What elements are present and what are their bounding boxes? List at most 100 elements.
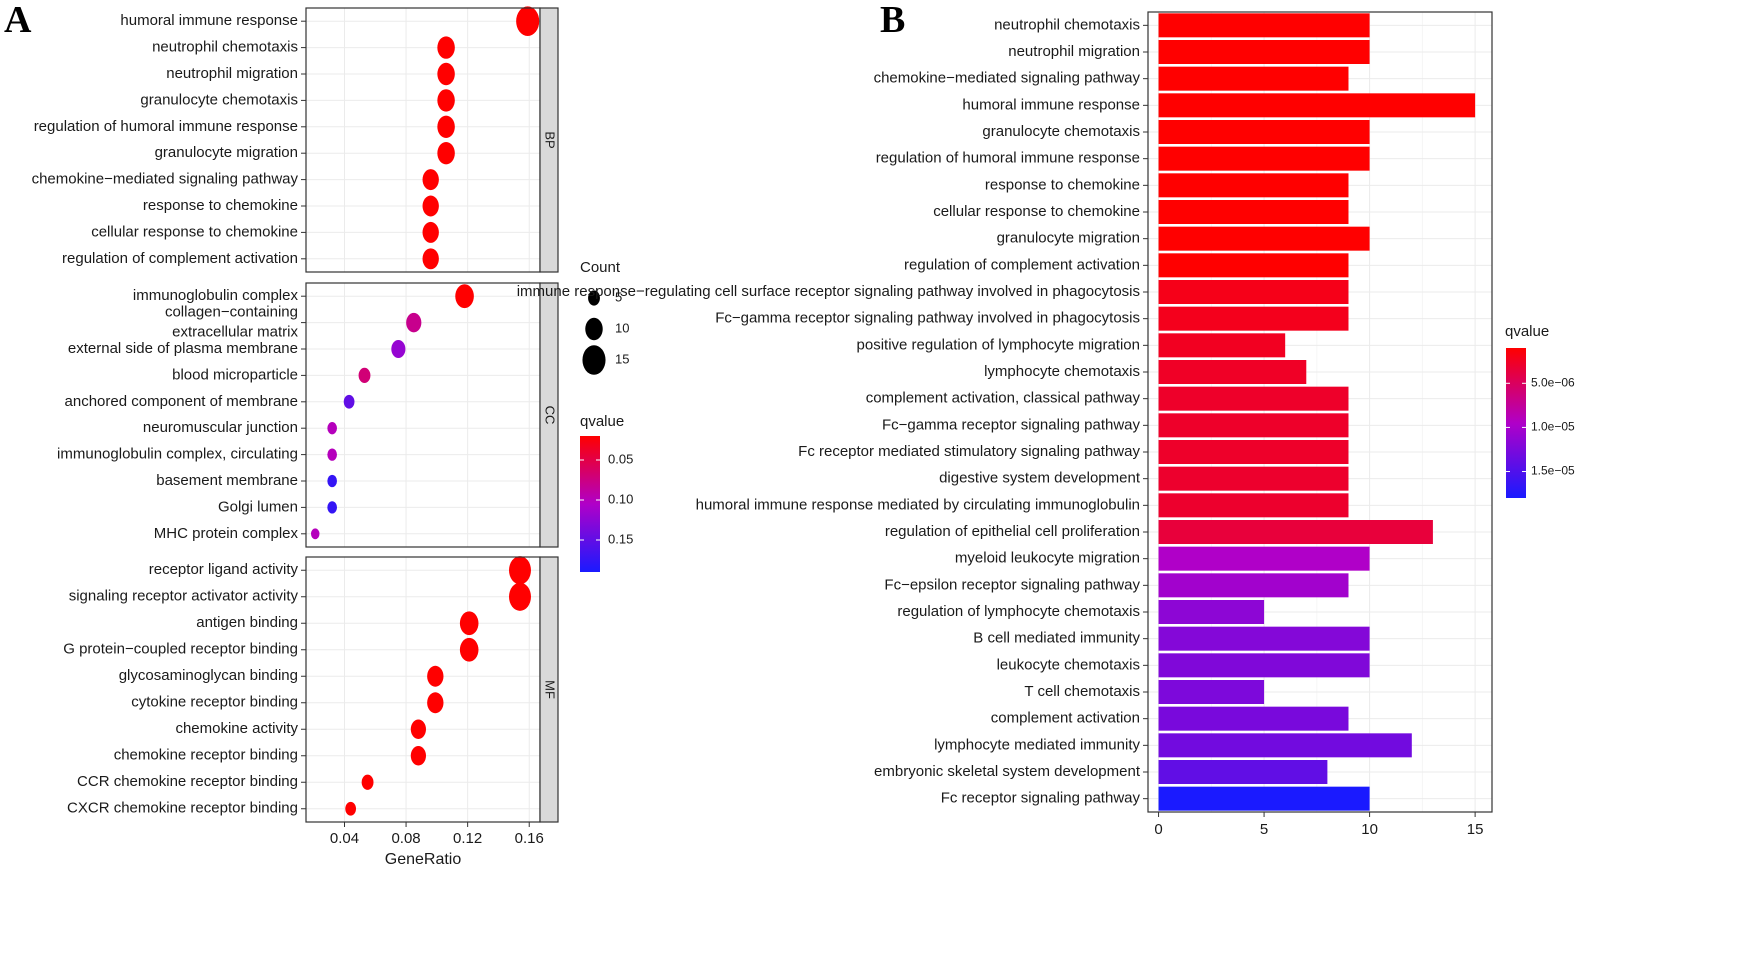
data-point bbox=[343, 394, 355, 409]
category-label: granulocyte migration bbox=[997, 230, 1140, 247]
facet-strip-label: MF bbox=[543, 680, 558, 699]
term-label: cellular response to chemokine bbox=[91, 223, 298, 240]
color-legend-label: 0.10 bbox=[608, 491, 633, 506]
facet-panel-bg bbox=[306, 283, 540, 547]
term-label: chemokine receptor binding bbox=[114, 747, 298, 764]
facet-strip-label: BP bbox=[543, 131, 558, 148]
data-point bbox=[422, 221, 439, 243]
category-label: humoral immune response mediated by circ… bbox=[696, 496, 1140, 513]
category-label: regulation of epithelial cell proliferat… bbox=[885, 523, 1140, 540]
category-label: leukocyte chemotaxis bbox=[997, 656, 1140, 673]
term-label: collagen−containing extracellular matrix bbox=[165, 304, 299, 341]
x-tick-label: 5 bbox=[1260, 821, 1268, 838]
data-point bbox=[345, 801, 357, 816]
size-legend-key bbox=[588, 290, 600, 306]
x-tick-label: 15 bbox=[1467, 821, 1484, 838]
data-point bbox=[437, 36, 455, 59]
data-point bbox=[327, 501, 337, 514]
data-point bbox=[422, 169, 439, 191]
data-point bbox=[391, 339, 406, 359]
panel-a-dotplot: humoral immune response neutrophil chemot… bbox=[32, 6, 633, 868]
bar bbox=[1158, 493, 1349, 518]
facet-strip bbox=[539, 7, 559, 273]
x-tick-label: 0.04 bbox=[330, 830, 359, 847]
bar bbox=[1158, 306, 1349, 331]
term-label: immunoglobulin complex bbox=[133, 287, 299, 304]
size-legend-key bbox=[585, 317, 603, 341]
data-point bbox=[427, 665, 444, 687]
term-label: anchored component of membrane bbox=[65, 393, 298, 410]
panel-b-letter: B bbox=[880, 0, 905, 41]
data-point bbox=[410, 719, 426, 740]
term-label: neutrophil chemotaxis bbox=[152, 39, 298, 56]
category-label: regulation of complement activation bbox=[904, 256, 1140, 273]
color-legend-title: qvalue bbox=[580, 413, 624, 430]
term-label: basement membrane bbox=[156, 472, 298, 489]
bar bbox=[1158, 93, 1476, 118]
data-point bbox=[427, 692, 444, 714]
term-label: blood microparticle bbox=[172, 366, 298, 383]
term-label: immunoglobulin complex, circulating bbox=[57, 446, 298, 463]
data-point bbox=[437, 89, 455, 112]
term-label: Golgi lumen bbox=[218, 498, 298, 515]
bar bbox=[1158, 680, 1265, 704]
bar bbox=[1158, 653, 1370, 678]
term-label: CXCR chemokine receptor binding bbox=[67, 800, 298, 817]
bar bbox=[1158, 146, 1370, 171]
data-point bbox=[327, 474, 337, 488]
term-label: G protein−coupled receptor binding bbox=[63, 641, 298, 658]
term-label: humoral immune response bbox=[120, 12, 298, 29]
bar bbox=[1158, 626, 1370, 651]
term-label: chemokine activity bbox=[175, 720, 298, 737]
data-point bbox=[509, 582, 531, 611]
data-point bbox=[422, 248, 439, 270]
term-label: signaling receptor activator activity bbox=[69, 588, 299, 605]
data-point bbox=[459, 611, 479, 636]
data-point bbox=[327, 448, 337, 461]
bar bbox=[1158, 253, 1349, 278]
bar bbox=[1158, 280, 1349, 304]
category-label: B cell mediated immunity bbox=[973, 630, 1140, 647]
term-label: regulation of humoral immune response bbox=[34, 118, 298, 135]
category-label: neutrophil migration bbox=[1008, 43, 1140, 60]
category-label: Fc−gamma receptor signaling pathway invo… bbox=[715, 310, 1140, 327]
plot-bg bbox=[1148, 12, 1492, 812]
size-legend-label: 5 bbox=[615, 289, 622, 304]
x-axis-title: GeneRatio bbox=[385, 851, 462, 868]
data-point bbox=[410, 745, 426, 766]
data-point bbox=[509, 556, 531, 585]
term-label: CCR chemokine receptor binding bbox=[77, 773, 298, 790]
data-point bbox=[310, 528, 320, 540]
term-label-line: extracellular matrix bbox=[172, 324, 298, 341]
bar bbox=[1158, 173, 1349, 198]
color-legend-label: 0.15 bbox=[608, 531, 633, 546]
data-point bbox=[459, 637, 479, 662]
x-tick-label: 0 bbox=[1154, 821, 1162, 838]
data-point bbox=[455, 284, 474, 309]
term-label: cytokine receptor binding bbox=[131, 694, 298, 711]
bar bbox=[1158, 386, 1349, 411]
category-label: lymphocyte mediated immunity bbox=[934, 736, 1140, 753]
bar bbox=[1158, 733, 1412, 758]
bar bbox=[1158, 546, 1370, 571]
facet-strip-label: CC bbox=[543, 406, 558, 425]
panel-b-barplot: neutrophil chemotaxis neutrophil migratio… bbox=[517, 11, 1575, 838]
color-legend-bar bbox=[1506, 348, 1526, 498]
bar bbox=[1158, 413, 1349, 438]
color-legend-label: 5.0e−06 bbox=[1531, 375, 1575, 389]
category-label: response to chemokine bbox=[985, 176, 1140, 193]
bar bbox=[1158, 600, 1265, 624]
category-label: Fc receptor signaling pathway bbox=[941, 790, 1141, 807]
data-point bbox=[422, 195, 439, 217]
term-label: MHC protein complex bbox=[154, 525, 299, 542]
bar bbox=[1158, 440, 1349, 464]
data-point bbox=[358, 367, 371, 383]
bar bbox=[1158, 360, 1307, 384]
term-label: glycosaminoglycan binding bbox=[119, 667, 298, 684]
term-label: granulocyte migration bbox=[155, 144, 298, 161]
term-label: granulocyte chemotaxis bbox=[140, 91, 298, 108]
category-label: complement activation bbox=[991, 710, 1140, 727]
category-label: embryonic skeletal system development bbox=[874, 763, 1141, 780]
x-tick-label: 0.08 bbox=[391, 830, 420, 847]
x-tick-label: 10 bbox=[1361, 821, 1378, 838]
